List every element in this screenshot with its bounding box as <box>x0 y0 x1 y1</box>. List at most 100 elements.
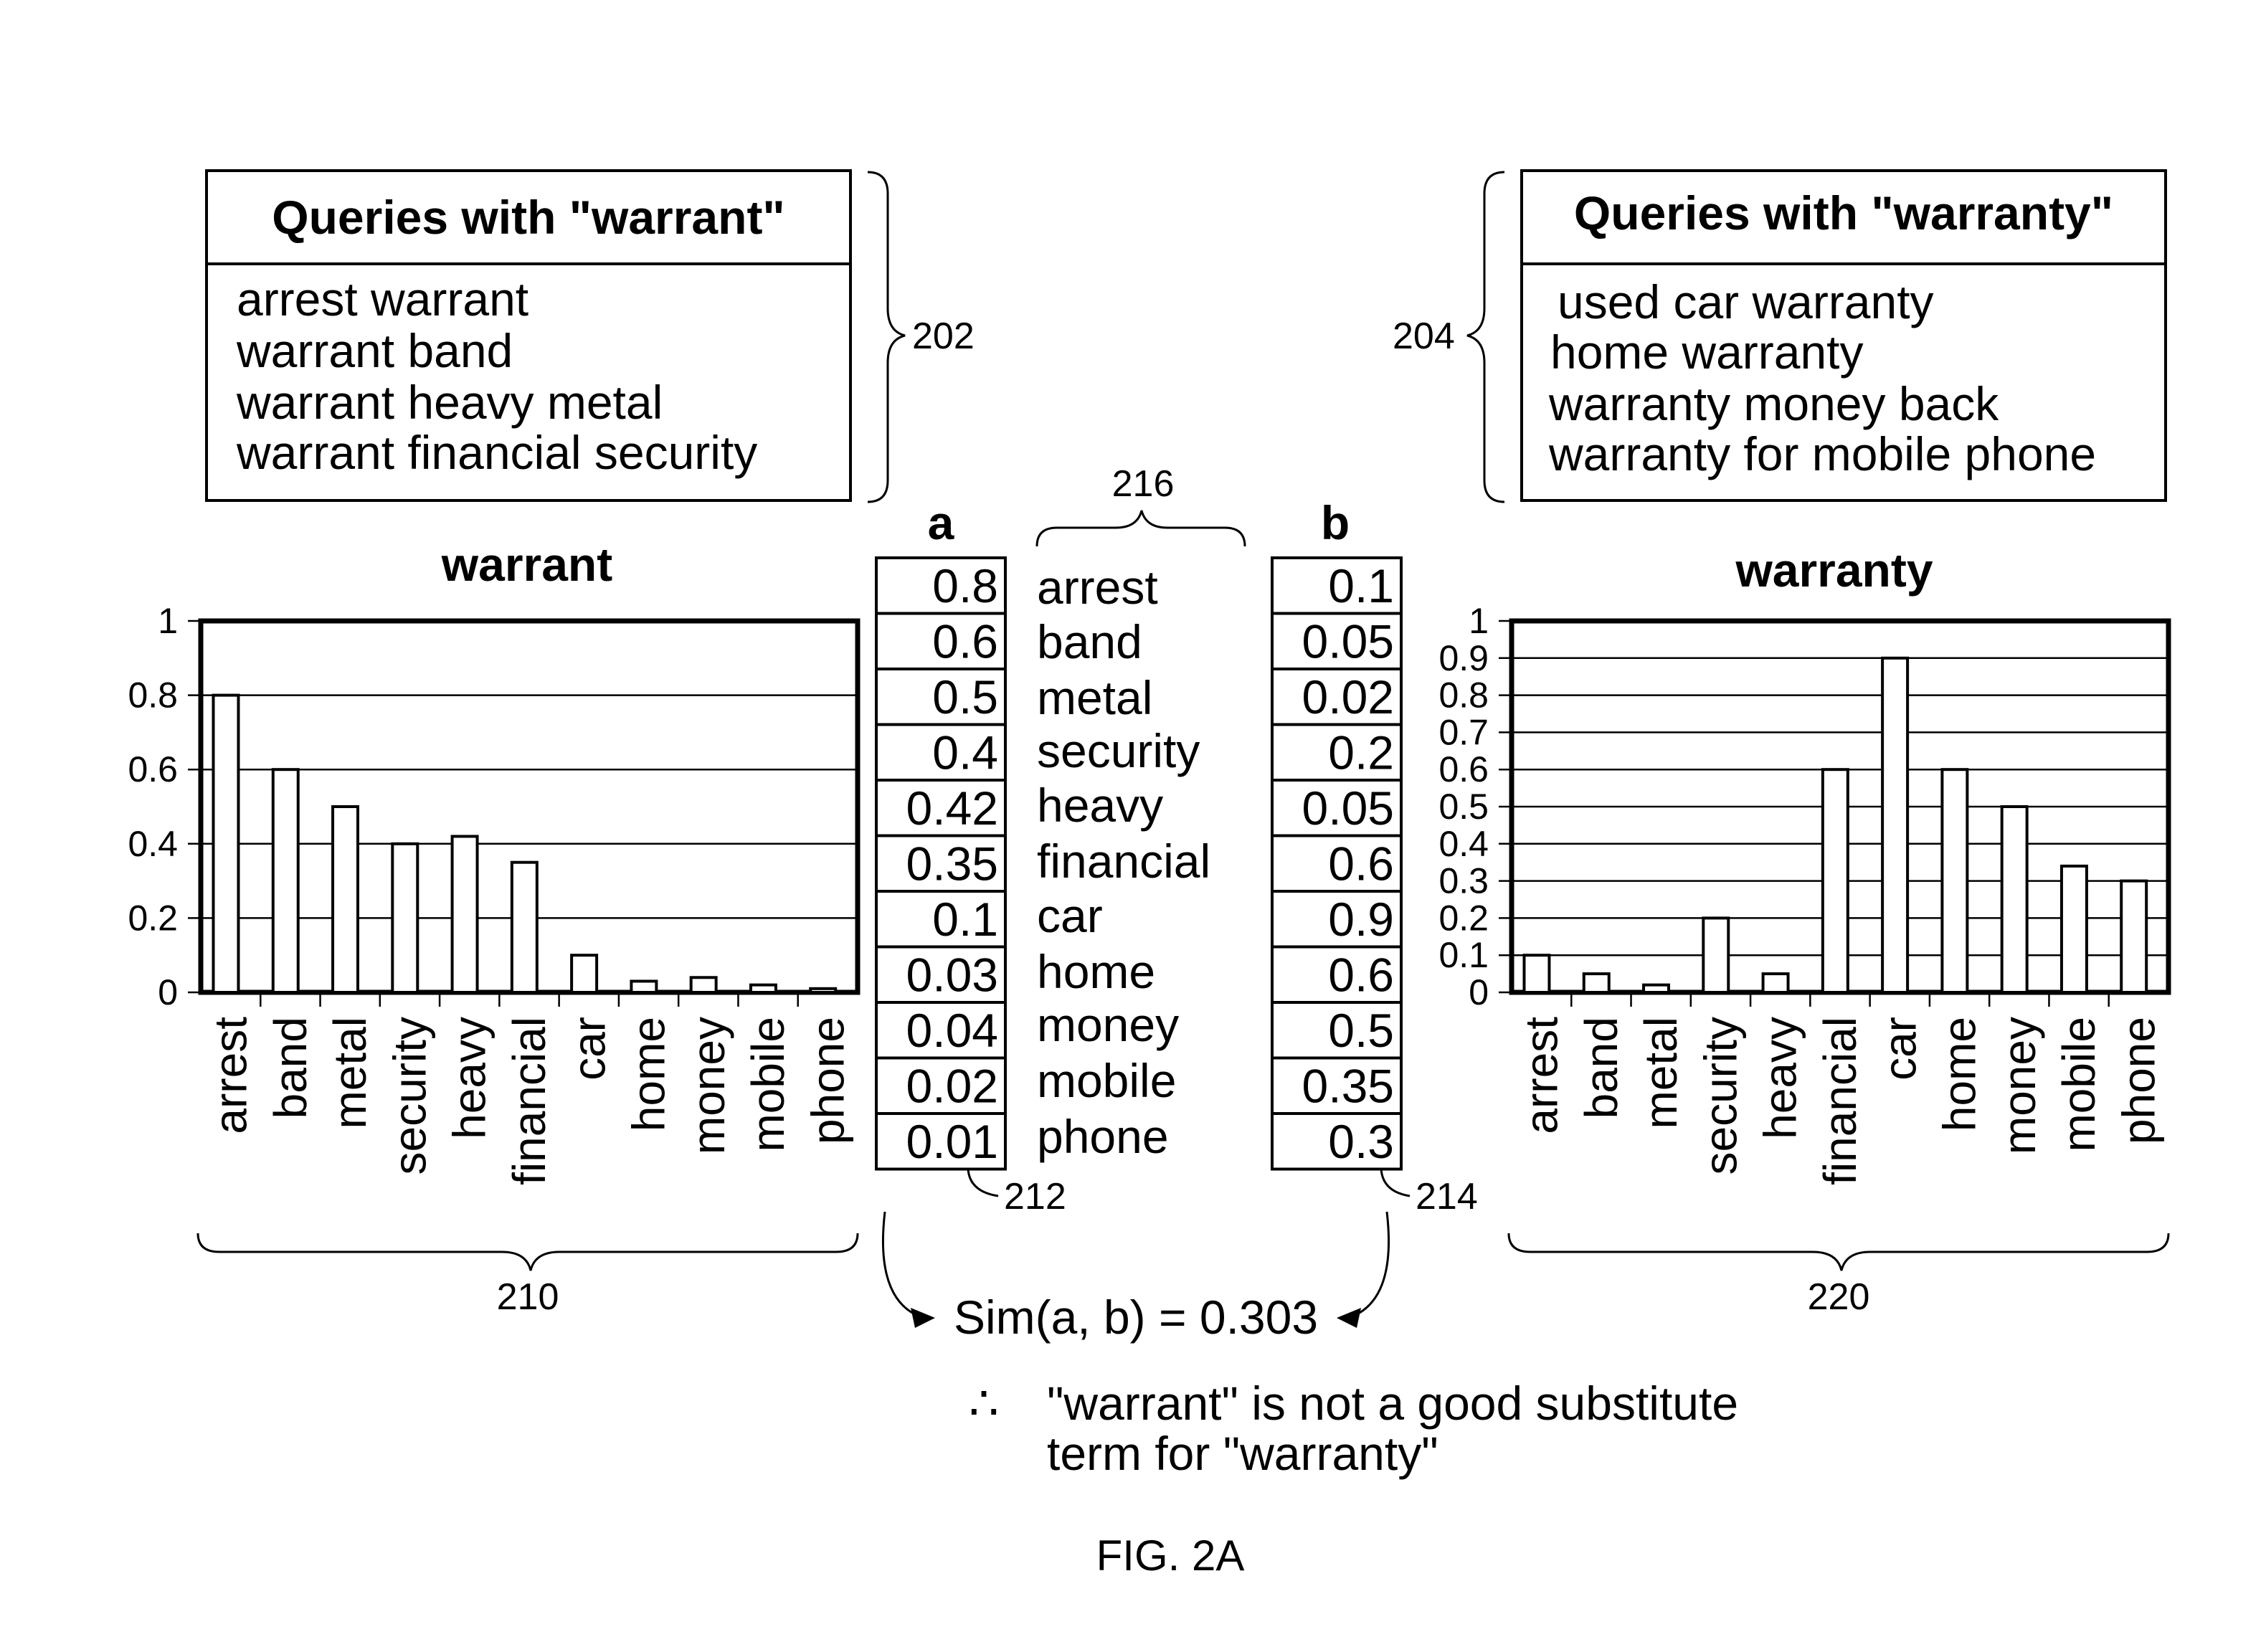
bar-phone <box>810 989 835 992</box>
vector-b-value: 0.6 <box>1328 837 1394 891</box>
x-label-phone: phone <box>802 1017 853 1144</box>
bar-financial <box>1823 769 1848 992</box>
vector-b-value: 0.35 <box>1302 1060 1394 1113</box>
bar-metal <box>1644 985 1669 992</box>
vector-a-value: 0.35 <box>906 837 998 891</box>
bar-security <box>1703 918 1728 992</box>
brace-210 <box>198 1233 858 1271</box>
term-mobile: mobile <box>1037 1054 1176 1107</box>
bar-band <box>273 769 298 992</box>
brace-220 <box>1509 1233 2168 1271</box>
ref-216: 216 <box>1112 463 1175 505</box>
conclusion-line-1: "warrant" is not a good substitute <box>1047 1377 1738 1430</box>
conclusion-line-2: term for "warranty" <box>1047 1427 1438 1480</box>
y-tick-label: 0 <box>158 972 178 1012</box>
term-heavy: heavy <box>1037 779 1163 832</box>
y-tick-label: 0.3 <box>1438 861 1489 901</box>
chart-warranty: 00.10.20.30.40.50.60.70.80.91arrestbandm… <box>1438 601 2168 1185</box>
vector-a-value: 0.6 <box>932 615 998 668</box>
query-warranty-3: warranty money back <box>1548 377 1999 430</box>
vector-a-value: 0.42 <box>906 782 998 835</box>
bar-money <box>2002 807 2027 992</box>
term-phone: phone <box>1037 1110 1169 1163</box>
x-label-band: band <box>1575 1017 1627 1119</box>
term-money: money <box>1037 998 1179 1051</box>
brace-204 <box>1467 172 1504 502</box>
leader-212 <box>968 1169 998 1196</box>
ref-214: 214 <box>1416 1176 1478 1217</box>
vector-b-value: 0.3 <box>1328 1115 1394 1168</box>
x-label-metal: metal <box>324 1017 376 1129</box>
y-tick-label: 0.2 <box>1438 898 1489 938</box>
bar-heavy <box>452 836 478 992</box>
query-warrant-2: warrant band <box>236 324 513 377</box>
query-warranty-1: used car warranty <box>1558 275 1934 328</box>
y-tick-label: 0.9 <box>1438 638 1489 678</box>
bar-band <box>1584 974 1609 992</box>
brace-216 <box>1037 511 1245 546</box>
bar-home <box>631 981 656 992</box>
chart-warrant-title: warrant <box>441 538 612 591</box>
vector-b-value: 0.05 <box>1302 782 1394 835</box>
x-label-phone: phone <box>2113 1017 2164 1144</box>
vector-a-value: 0.1 <box>932 893 998 946</box>
vector-b: 0.10.050.020.20.050.60.90.60.50.350.3 <box>1272 558 1401 1169</box>
term-car: car <box>1037 889 1103 942</box>
y-tick-label: 0.7 <box>1438 712 1489 752</box>
y-tick-label: 0.4 <box>1438 824 1489 864</box>
vector-b-header: b <box>1321 496 1350 549</box>
chart-warrant: 00.20.40.60.81arrestbandmetalsecurityhea… <box>128 601 858 1185</box>
vector-b-value: 0.6 <box>1328 949 1394 1002</box>
ref-220: 220 <box>1808 1276 1870 1318</box>
ref-202: 202 <box>912 315 975 357</box>
vector-b-value: 0.9 <box>1328 893 1394 946</box>
bar-security <box>392 844 417 992</box>
leader-214 <box>1381 1169 1410 1196</box>
x-label-car: car <box>1874 1017 1925 1081</box>
term-security: security <box>1037 724 1200 777</box>
y-tick-label: 0 <box>1469 972 1489 1012</box>
term-band: band <box>1037 615 1142 668</box>
vector-a-value: 0.04 <box>906 1004 998 1057</box>
bar-car <box>572 955 597 992</box>
query-warranty-4: warranty for mobile phone <box>1548 427 2096 480</box>
query-box-warrant-title: Queries with "warrant" <box>272 191 784 244</box>
vector-a-header: a <box>928 496 955 549</box>
bar-car <box>1882 658 1907 992</box>
term-metal: metal <box>1037 671 1152 724</box>
y-tick-label: 0.4 <box>128 824 178 864</box>
bar-money <box>691 977 716 992</box>
query-warranty-2: home warranty <box>1550 326 1864 379</box>
y-tick-label: 1 <box>1469 601 1489 641</box>
query-box-warranty-title: Queries with "warranty" <box>1574 186 2113 239</box>
brace-202 <box>868 172 905 502</box>
similarity-result: Sim(a, b) = 0.303 <box>954 1291 1318 1344</box>
x-label-mobile: mobile <box>742 1017 794 1152</box>
vector-b-value: 0.1 <box>1328 559 1394 612</box>
vector-a-value: 0.03 <box>906 949 998 1002</box>
term-arrest: arrest <box>1037 561 1158 614</box>
vector-a: 0.80.60.50.40.420.350.10.030.040.020.01 <box>876 558 1005 1169</box>
y-tick-label: 0.8 <box>128 675 178 716</box>
vector-a-value: 0.02 <box>906 1060 998 1113</box>
term-financial: financial <box>1037 835 1210 888</box>
vector-b-value: 0.2 <box>1328 726 1394 779</box>
vector-a-value: 0.01 <box>906 1115 998 1168</box>
x-label-financial: financial <box>1814 1017 1866 1185</box>
y-tick-label: 0.1 <box>1438 935 1489 975</box>
term-home: home <box>1037 945 1155 998</box>
query-warrant-1: arrest warrant <box>237 272 528 326</box>
x-label-heavy: heavy <box>1755 1017 1806 1139</box>
x-label-home: home <box>1934 1017 1986 1131</box>
y-tick-label: 0.6 <box>1438 749 1489 789</box>
bar-arrest <box>1524 955 1549 992</box>
x-label-money: money <box>683 1017 734 1154</box>
x-label-home: home <box>623 1017 675 1131</box>
x-label-security: security <box>384 1017 435 1175</box>
vector-b-value: 0.02 <box>1302 670 1394 723</box>
bar-heavy <box>1763 974 1788 992</box>
bar-mobile <box>2062 866 2087 992</box>
query-warrant-4: warrant financial security <box>236 426 757 479</box>
vector-a-value: 0.5 <box>932 670 998 723</box>
